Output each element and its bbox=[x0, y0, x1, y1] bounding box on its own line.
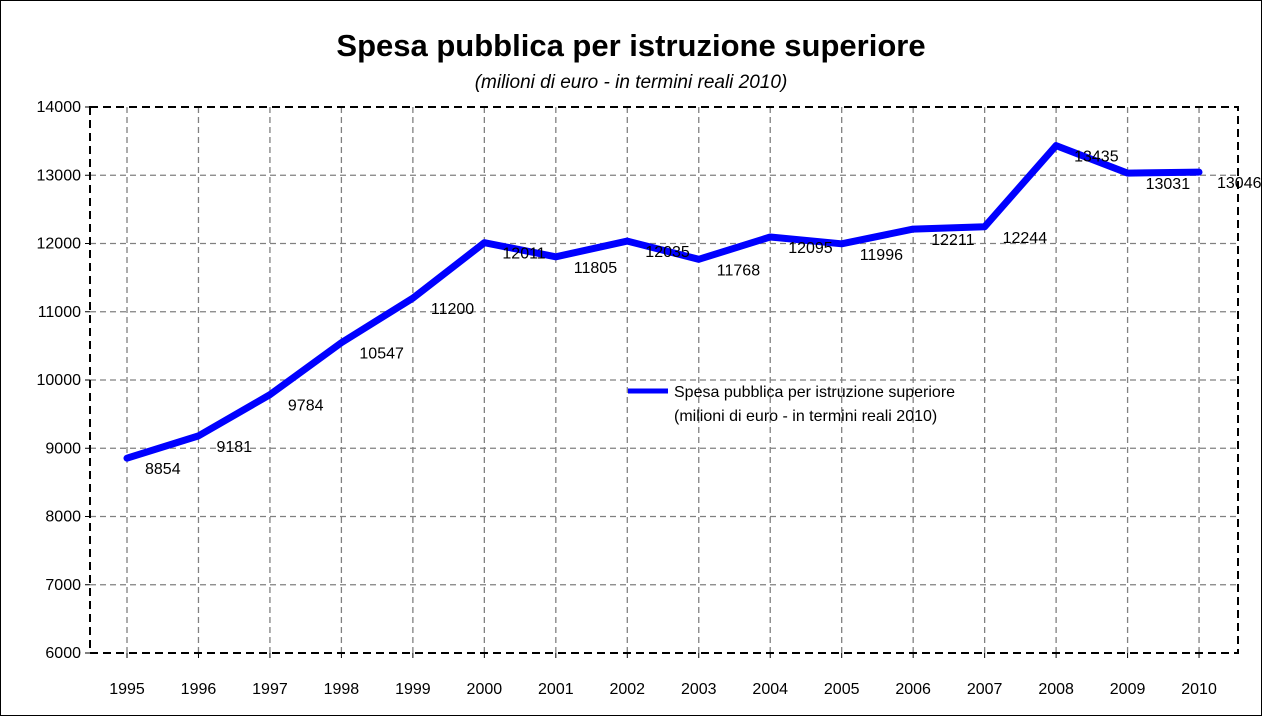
y-tick-label: 11000 bbox=[38, 304, 81, 321]
x-tick-label: 2000 bbox=[467, 681, 503, 698]
data-label: 13046 bbox=[1217, 175, 1262, 192]
data-label: 13031 bbox=[1146, 176, 1191, 193]
y-tick-label: 10000 bbox=[37, 372, 82, 389]
chart-title: Spesa pubblica per istruzione superiore bbox=[336, 28, 925, 63]
x-tick-label: 2004 bbox=[752, 681, 788, 698]
data-label: 13435 bbox=[1074, 149, 1119, 166]
x-tick-label: 2001 bbox=[538, 681, 574, 698]
x-tick-label: 1997 bbox=[252, 681, 288, 698]
data-labels: 8854 9181 9784 10547 11200 12011 11805 12035 117… bbox=[145, 149, 1262, 479]
x-tick-label: 2009 bbox=[1110, 681, 1146, 698]
data-label: 11996 bbox=[860, 247, 903, 264]
legend-label-line-1: Spesa pubblica per istruzione superiore bbox=[674, 384, 955, 401]
data-label: 12095 bbox=[788, 240, 833, 257]
x-tick-label: 2008 bbox=[1038, 681, 1074, 698]
x-tick-label: 1999 bbox=[395, 681, 431, 698]
legend: Spesa pubblica per istruzione superiore … bbox=[628, 384, 955, 425]
x-tick-label: 2003 bbox=[681, 681, 717, 698]
data-label: 8854 bbox=[145, 461, 181, 478]
data-label: 9784 bbox=[288, 398, 324, 415]
series-line bbox=[123, 142, 1203, 462]
y-axis: 6000 7000 8000 9000 10000 11000 12000 13000 1400… bbox=[37, 99, 90, 662]
data-label: 12035 bbox=[645, 244, 690, 261]
x-tick-label: 2005 bbox=[824, 681, 860, 698]
x-tick-label: 2006 bbox=[895, 681, 931, 698]
y-tick-label: 8000 bbox=[45, 509, 81, 526]
data-label: 9181 bbox=[217, 439, 253, 456]
data-label: 11768 bbox=[717, 262, 760, 279]
x-tick-label: 1995 bbox=[109, 681, 145, 698]
y-tick-label: 12000 bbox=[37, 236, 82, 253]
data-label: 12011 bbox=[502, 246, 545, 263]
gridlines bbox=[90, 107, 1238, 653]
x-tick-label: 2010 bbox=[1181, 681, 1217, 698]
y-tick-label: 9000 bbox=[45, 440, 81, 457]
y-tick-label: 7000 bbox=[45, 577, 81, 594]
x-tick-label: 2007 bbox=[967, 681, 1003, 698]
data-label: 11200 bbox=[431, 301, 474, 318]
x-tick-label: 2002 bbox=[609, 681, 645, 698]
data-label: 10547 bbox=[359, 346, 404, 363]
x-axis: 1995 1996 1997 1998 1999 2000 2001 2002 2003 2004… bbox=[109, 653, 1217, 698]
x-tick-label: 1996 bbox=[181, 681, 217, 698]
x-tick-label: 1998 bbox=[324, 681, 360, 698]
y-tick-label: 14000 bbox=[37, 99, 82, 116]
legend-label-line-2: (milioni di euro - in termini reali 2010… bbox=[674, 408, 937, 425]
chart-subtitle: (milioni di euro - in termini reali 2010… bbox=[475, 72, 788, 93]
data-label: 12244 bbox=[1003, 230, 1048, 247]
y-tick-label: 6000 bbox=[45, 645, 81, 662]
data-label: 11805 bbox=[574, 260, 617, 277]
data-label: 12211 bbox=[931, 232, 974, 249]
y-tick-label: 13000 bbox=[37, 167, 82, 184]
